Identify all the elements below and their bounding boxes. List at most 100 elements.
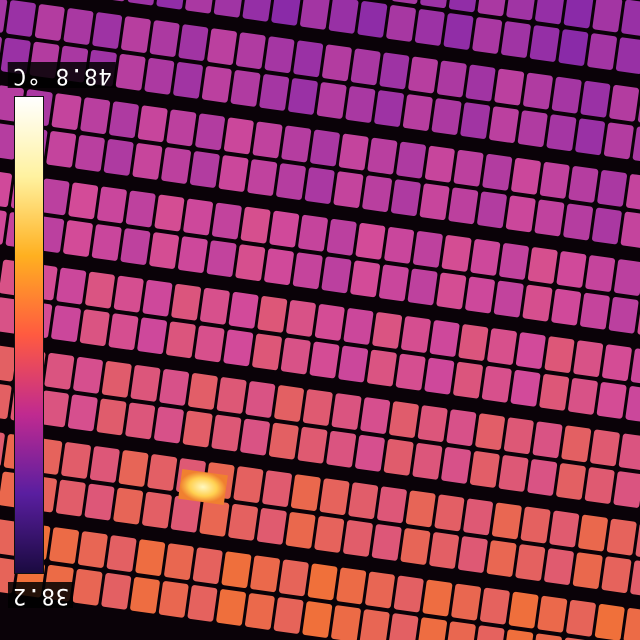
panel-cell <box>201 66 232 103</box>
panel-cell <box>390 179 421 217</box>
panel-cell <box>572 552 603 589</box>
panel-cell <box>192 547 223 585</box>
panel-cell <box>331 605 361 640</box>
panel-cell <box>103 139 134 176</box>
panel-cell <box>85 271 115 309</box>
panel-cell <box>355 222 386 260</box>
panel-cell <box>293 40 324 78</box>
panel-cell <box>302 389 333 426</box>
panel-cell <box>357 1 388 38</box>
panel-cell <box>221 551 252 589</box>
panel-cell <box>561 425 592 463</box>
panel-cell <box>142 491 172 529</box>
panel-cell <box>345 86 376 123</box>
panel-cell <box>448 0 479 13</box>
panel-cell <box>350 260 381 298</box>
panel-cell <box>515 332 546 369</box>
panel-cell <box>338 345 369 383</box>
panel-cell <box>298 214 328 252</box>
panel-cell <box>424 357 455 395</box>
panel-cell <box>537 595 568 633</box>
panel-cell <box>487 328 517 365</box>
panel-cell <box>321 256 352 294</box>
panel-cell <box>343 308 374 345</box>
panel-cell <box>584 467 615 504</box>
panel-cell <box>39 178 70 216</box>
panel-cell <box>101 573 132 610</box>
panel-cell <box>310 129 340 167</box>
panel-cell <box>290 474 321 511</box>
panel-cell <box>188 373 218 410</box>
panel-cell <box>228 292 259 329</box>
panel-cell <box>147 454 178 491</box>
panel-cell <box>383 439 414 476</box>
panel-cell <box>212 202 242 240</box>
panel-cell <box>575 118 605 156</box>
panel-cell <box>609 84 639 122</box>
panel-cell <box>319 478 350 515</box>
panel-cell <box>556 251 587 288</box>
panel-cell <box>288 78 318 115</box>
panel-cell <box>207 28 237 65</box>
panel-cell <box>316 82 347 119</box>
panel-cell <box>431 98 462 135</box>
panel-cell <box>458 324 489 361</box>
panel-cell <box>568 166 599 203</box>
panel-cell <box>350 48 381 86</box>
panel-cell <box>436 60 467 98</box>
panel-cell <box>250 555 280 593</box>
panel-cell <box>527 459 558 496</box>
panel-cell <box>216 377 247 414</box>
panel-cell <box>597 170 628 207</box>
panel-cell <box>374 90 404 127</box>
panel-cell <box>465 276 495 314</box>
panel-cell <box>173 62 203 99</box>
panel-cell <box>307 563 338 601</box>
panel-cell <box>441 447 471 484</box>
panel-cell <box>417 405 448 442</box>
panel-cell <box>262 470 292 507</box>
panel-cell <box>326 218 357 256</box>
panel-cell <box>527 247 558 284</box>
panel-cell <box>596 382 627 419</box>
panel-cell <box>355 434 385 472</box>
panel-cell <box>422 579 453 617</box>
panel-cell <box>0 382 12 420</box>
panel-cell <box>359 609 390 640</box>
panel-cell <box>137 105 168 143</box>
panel-cell <box>517 110 548 147</box>
panel-cell <box>130 577 160 614</box>
panel-cell <box>362 175 392 212</box>
panel-cell <box>539 162 570 199</box>
panel-cell <box>515 544 546 581</box>
panel-cell <box>407 268 438 306</box>
panel-cell <box>68 182 99 220</box>
panel-cell <box>501 21 531 58</box>
panel-cell <box>482 153 513 191</box>
panel-cell <box>297 426 328 464</box>
panel-cell <box>46 131 77 168</box>
panel-cell <box>400 528 431 565</box>
panel-cell <box>408 56 438 94</box>
panel-cell <box>463 498 493 536</box>
panel-cell <box>592 0 623 33</box>
panel-cell <box>443 13 474 50</box>
panel-cell <box>453 361 483 399</box>
panel-cell <box>125 402 156 440</box>
panel-cell <box>384 227 415 264</box>
panel-cell <box>309 341 340 379</box>
panel-cell <box>472 17 503 54</box>
panel-cell <box>405 490 436 528</box>
panel-cell <box>242 0 273 22</box>
panel-cell <box>630 348 640 386</box>
panel-cell <box>618 433 640 471</box>
panel-cell <box>34 4 65 41</box>
panel-cell <box>240 206 271 244</box>
panel-cell <box>498 455 529 492</box>
panel-cell <box>372 312 403 349</box>
panel-cell <box>269 210 300 248</box>
panel-cell <box>154 406 184 444</box>
panel-cell <box>92 12 123 49</box>
panel-cell <box>563 0 594 29</box>
panel-cell <box>578 514 608 552</box>
